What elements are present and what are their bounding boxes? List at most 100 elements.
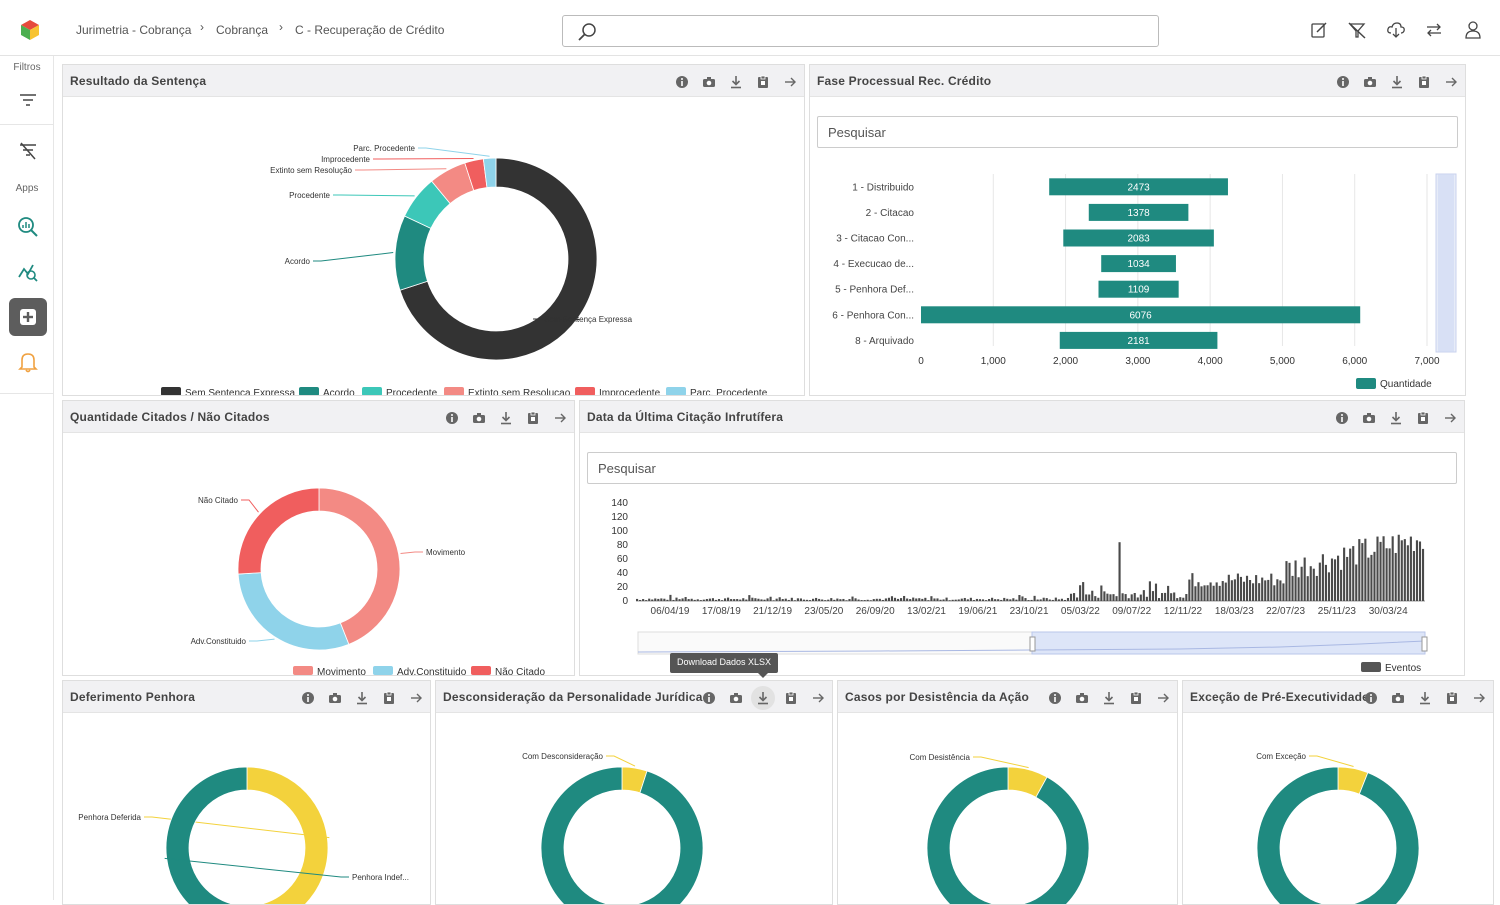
series-bar	[1072, 593, 1076, 601]
series-bar	[1352, 546, 1355, 601]
info-button[interactable]	[673, 73, 690, 90]
info-button[interactable]	[1362, 689, 1379, 706]
cloud-download-icon[interactable]	[1386, 20, 1406, 40]
app-logo-icon[interactable]	[18, 18, 42, 42]
series-bar	[945, 597, 948, 601]
info-button[interactable]	[443, 409, 460, 426]
arrow-right-icon	[1445, 77, 1457, 86]
camera-button[interactable]	[1073, 689, 1090, 706]
download-button[interactable]	[1100, 689, 1117, 706]
swap-icon[interactable]	[1424, 20, 1444, 40]
zoom-slider-window	[1438, 174, 1454, 352]
clipboard-button[interactable]	[754, 73, 771, 90]
series-bar	[1418, 541, 1422, 601]
arrow-right-button[interactable]	[809, 690, 826, 707]
breadcrumb-item-recuperacao[interactable]: C - Recuperação de Crédito	[295, 23, 445, 37]
filter-button[interactable]	[9, 81, 47, 119]
clipboard-button[interactable]	[380, 689, 397, 706]
arrow-right-button[interactable]	[781, 73, 798, 90]
global-search-input[interactable]	[562, 15, 1159, 47]
series-bar	[827, 599, 830, 601]
download-button[interactable]	[751, 686, 775, 710]
series-bar	[727, 597, 730, 601]
arrow-right-button[interactable]	[407, 689, 424, 706]
clipboard-button[interactable]	[1414, 409, 1431, 426]
series-bar	[991, 597, 994, 601]
panel-header: Quantidade Citados / Não Citados	[63, 401, 574, 433]
camera-button[interactable]	[727, 690, 744, 707]
series-bar	[733, 599, 736, 601]
series-bar	[851, 596, 854, 601]
series-bar	[866, 599, 869, 601]
download-button[interactable]	[727, 73, 744, 90]
edit-icon[interactable]	[1309, 20, 1329, 40]
arrow-right-button[interactable]	[1442, 73, 1459, 90]
download-button[interactable]	[1387, 409, 1404, 426]
legend-label-1: Acordo	[323, 388, 355, 395]
clear-filters-button[interactable]	[9, 132, 47, 170]
series-bar	[1191, 573, 1194, 601]
breadcrumb-item-jurimetria[interactable]: Jurimetria - Cobrança	[76, 23, 192, 37]
add-app-button[interactable]	[9, 298, 47, 336]
slice-leader-2	[333, 194, 415, 197]
pie-chart-excecao: Com Exceção	[1256, 752, 1420, 904]
trend-search-app[interactable]	[9, 253, 47, 291]
camera-button[interactable]	[1389, 689, 1406, 706]
camera-button[interactable]	[1360, 409, 1377, 426]
legend-swatch-2	[471, 666, 491, 675]
series-bar	[1333, 559, 1337, 601]
series-bar	[702, 599, 705, 601]
arrow-right-button[interactable]	[551, 409, 568, 426]
series-bar	[978, 599, 982, 601]
clipboard-button[interactable]	[782, 690, 799, 707]
series-bar	[1382, 536, 1385, 601]
series-bar	[833, 599, 836, 601]
series-bar	[1412, 550, 1415, 601]
user-icon[interactable]	[1463, 20, 1483, 40]
clipboard-button[interactable]	[1415, 73, 1432, 90]
download-button[interactable]	[497, 409, 514, 426]
clipboard-icon	[527, 411, 538, 424]
camera-button[interactable]	[700, 73, 717, 90]
info-button[interactable]	[1333, 409, 1350, 426]
download-button[interactable]	[1388, 73, 1405, 90]
notifications-app[interactable]	[9, 343, 47, 381]
search-input-fase[interactable]: Pesquisar	[817, 116, 1458, 148]
clipboard-button[interactable]	[1127, 689, 1144, 706]
camera-button[interactable]	[1361, 73, 1378, 90]
series-bar	[778, 597, 781, 601]
legend-swatch-1	[373, 666, 393, 675]
series-bar	[875, 598, 878, 601]
download-tooltip: Download Dados XLSX	[670, 653, 779, 678]
breadcrumb-item-cobranca[interactable]: Cobrança	[216, 23, 269, 37]
arrow-right-button[interactable]	[1441, 409, 1458, 426]
slice-label-5: Parc. Procedente	[353, 144, 415, 153]
camera-button[interactable]	[326, 689, 343, 706]
download-button[interactable]	[1416, 689, 1433, 706]
x-tick-label: 13/02/21	[907, 606, 946, 617]
top-bar: Jurimetria - Cobrança › Cobrança › C - R…	[0, 0, 1500, 56]
series-bar	[805, 599, 809, 601]
clipboard-button[interactable]	[524, 409, 541, 426]
series-bar	[1133, 592, 1136, 601]
search-input-data-citacao[interactable]: Pesquisar	[587, 452, 1457, 484]
info-button[interactable]	[299, 689, 316, 706]
info-button[interactable]	[1046, 689, 1063, 706]
clipboard-button[interactable]	[1443, 689, 1460, 706]
arrow-right-button[interactable]	[1154, 689, 1171, 706]
camera-button[interactable]	[470, 409, 487, 426]
pie-chart-resultado: Sem Sentença Expressa Acordo Procedente Ext…	[161, 144, 768, 395]
analytics-search-app[interactable]	[9, 208, 47, 246]
series-bar	[1409, 536, 1412, 601]
legend-swatch-1	[299, 387, 319, 395]
download-button[interactable]	[353, 689, 370, 706]
series-bar	[881, 599, 884, 601]
clear-filter-icon[interactable]	[1347, 20, 1367, 40]
series-bar	[1361, 543, 1364, 601]
series-bar	[884, 598, 887, 601]
x-tick-label: 22/07/23	[1266, 606, 1305, 617]
series-bar	[1003, 597, 1006, 601]
info-button[interactable]	[700, 690, 717, 707]
arrow-right-button[interactable]	[1470, 689, 1487, 706]
info-button[interactable]	[1334, 73, 1351, 90]
